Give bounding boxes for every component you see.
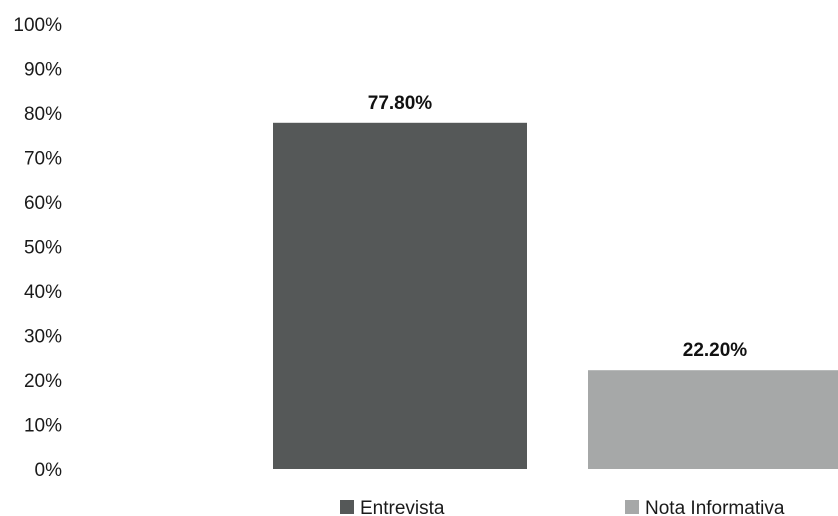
legend-swatch <box>625 500 639 514</box>
bar-nota-informativa <box>588 370 838 469</box>
y-tick-label: 80% <box>24 104 62 125</box>
y-tick-label: 50% <box>24 238 62 259</box>
y-tick-label: 20% <box>24 371 62 392</box>
bar-entrevista <box>273 122 527 469</box>
data-labels: 77.80% 22.20% <box>368 93 748 361</box>
data-label: 77.80% <box>368 93 433 114</box>
bars <box>273 122 838 469</box>
legend-label: Entrevista <box>360 498 445 516</box>
y-tick-label: 60% <box>24 193 62 214</box>
data-label: 22.20% <box>683 340 748 361</box>
legend: Entrevista Nota Informativa <box>340 498 785 516</box>
legend-label: Nota Informativa <box>645 498 785 516</box>
legend-swatch <box>340 500 354 514</box>
y-axis: 0% 10% 20% 30% 40% 50% 60% 70% 80% 90% 100% <box>13 15 62 481</box>
y-tick-label: 100% <box>13 15 62 36</box>
y-tick-label: 90% <box>24 60 62 81</box>
y-tick-label: 40% <box>24 282 62 303</box>
y-tick-label: 30% <box>24 327 62 348</box>
y-tick-label: 70% <box>24 149 62 170</box>
y-tick-label: 0% <box>35 460 63 481</box>
y-tick-label: 10% <box>24 416 62 437</box>
